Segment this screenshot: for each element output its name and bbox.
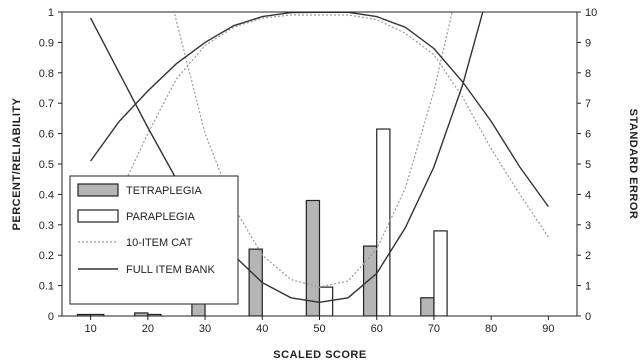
y2-tick-label: 5	[585, 159, 591, 171]
10-item-cat-standard-error-line	[173, 12, 453, 288]
y-tick-label: 0.8	[39, 68, 54, 80]
y-tick-label: 0.1	[39, 281, 54, 293]
y2-tick-label: 0	[585, 311, 591, 323]
y2-tick-label: 2	[585, 250, 591, 262]
x-tick-label: 80	[485, 323, 497, 335]
legend-swatch-tetraplegia	[77, 183, 119, 197]
legend-label-tetraplegia: TETRAPLEGIA	[126, 185, 202, 197]
y-tick-label: 0.3	[39, 220, 54, 232]
y-tick-label: 0.7	[39, 98, 54, 110]
x-tick-label: 30	[199, 323, 211, 335]
bar-paraplegia-60	[376, 128, 391, 316]
y-tick-label: 0.9	[39, 37, 54, 49]
x-tick-label: 50	[313, 323, 325, 335]
x-axis-title: SCALED SCORE	[273, 349, 366, 361]
legend-swatch-paraplegia	[77, 209, 119, 223]
legend-label-full-item-bank: FULL ITEM BANK	[126, 264, 215, 276]
full-item-bank-standard-error-line	[89, 12, 484, 304]
legend: TETRAPLEGIA PARAPLEGIA 10-ITEM CAT FULL ITE…	[69, 175, 239, 305]
axes-layer: 00.10.20.30.40.50.60.70.80.9101234567891…	[39, 7, 598, 335]
bar-tetraplegia-40	[248, 248, 263, 316]
y-tick-label: 0.5	[39, 159, 54, 171]
x-tick-label: 10	[84, 323, 96, 335]
y2-tick-label: 6	[585, 129, 591, 141]
x-tick-label: 40	[256, 323, 268, 335]
x-tick-label: 60	[371, 323, 383, 335]
10-item-cat-reliability-line	[90, 14, 549, 256]
y2-tick-label: 7	[585, 98, 591, 110]
bar-tetraplegia-50	[305, 199, 321, 316]
y-tick-label: 0.6	[39, 129, 54, 141]
bar-paraplegia-20	[147, 313, 162, 316]
legend-label-10-item-cat: 10-ITEM CAT	[126, 237, 193, 249]
y2-tick-label: 4	[585, 189, 591, 201]
y-tick-label: 1	[48, 7, 54, 19]
y-tick-label: 0	[48, 311, 54, 323]
legend-label-paraplegia: PARAPLEGIA	[126, 211, 196, 223]
bar-paraplegia-70	[433, 230, 448, 316]
x-tick-label: 90	[542, 323, 554, 335]
y2-tick-label: 9	[585, 37, 591, 49]
bar-paraplegia-10	[90, 313, 105, 316]
y2-tick-label: 8	[585, 68, 591, 80]
legend-box	[69, 175, 239, 305]
y2-axis-title: STANDARD ERROR	[627, 109, 639, 220]
y2-tick-label: 3	[585, 220, 591, 232]
y-tick-label: 0.2	[39, 250, 54, 262]
y-axis-title: PERCENT/RELIABILITY	[11, 97, 23, 230]
bar-tetraplegia-70	[420, 297, 435, 316]
y2-tick-label: 1	[585, 281, 591, 293]
bars-layer	[76, 128, 448, 316]
x-tick-label: 20	[142, 323, 154, 335]
y-tick-label: 0.4	[39, 189, 54, 201]
y2-tick-label: 10	[585, 7, 597, 19]
bar-tetraplegia-60	[362, 245, 378, 316]
x-tick-label: 70	[428, 323, 440, 335]
